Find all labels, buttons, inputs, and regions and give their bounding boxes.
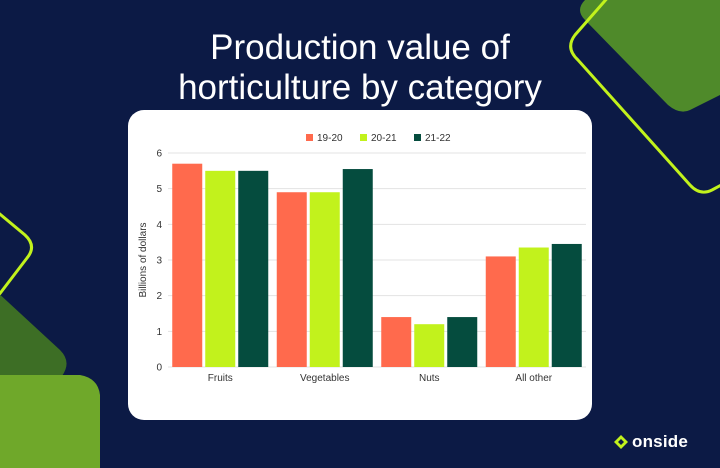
x-tick-label: All other [515,373,552,384]
bar [381,317,412,367]
title-line-2: horticulture by category [178,68,542,107]
decor-shape-bottom-left-2 [0,375,100,468]
onside-logo-icon [614,435,628,449]
y-tick-label: 3 [156,256,162,267]
decor-outline-left [0,212,33,296]
bar [238,170,269,367]
bar [485,256,516,367]
y-tick-label: 1 [156,327,162,338]
bar [172,163,203,367]
brand-logo: onside [614,432,688,452]
y-tick-label: 4 [156,220,162,231]
page-title: Production value of horticulture by cate… [0,28,720,108]
y-tick-label: 6 [156,149,162,160]
y-tick-label: 5 [156,184,162,195]
bar [447,317,478,367]
bar [205,170,236,367]
x-tick-label: Vegetables [300,373,350,384]
bar [276,192,307,367]
y-tick-label: 0 [156,363,162,374]
bar [551,243,582,367]
legend-swatch [306,134,313,141]
decor-shape-top-right [580,0,720,112]
x-tick-label: Nuts [419,373,440,384]
bar-chart: 0 1 2 3 4 5 6 Billions of dollars Fruits Vegetabl… [138,133,586,384]
legend-label: 19-20 [317,133,343,144]
title-line-1: Production value of [210,28,510,67]
y-axis-label: Billions of dollars [138,222,149,297]
bar [309,192,340,367]
bar [414,324,445,367]
legend-label: 20-21 [371,133,397,144]
x-tick-label: Fruits [208,373,233,384]
brand-name: onside [632,432,688,451]
legend-label: 21-22 [425,133,451,144]
chart-card: 0 1 2 3 4 5 6 Billions of dollars Fruits Vegetabl… [128,110,592,420]
bar [342,169,373,367]
bar [518,247,549,367]
legend-swatch [414,134,421,141]
decor-outline-top-right [569,0,720,194]
y-tick-label: 2 [156,291,162,302]
legend-swatch [360,134,367,141]
